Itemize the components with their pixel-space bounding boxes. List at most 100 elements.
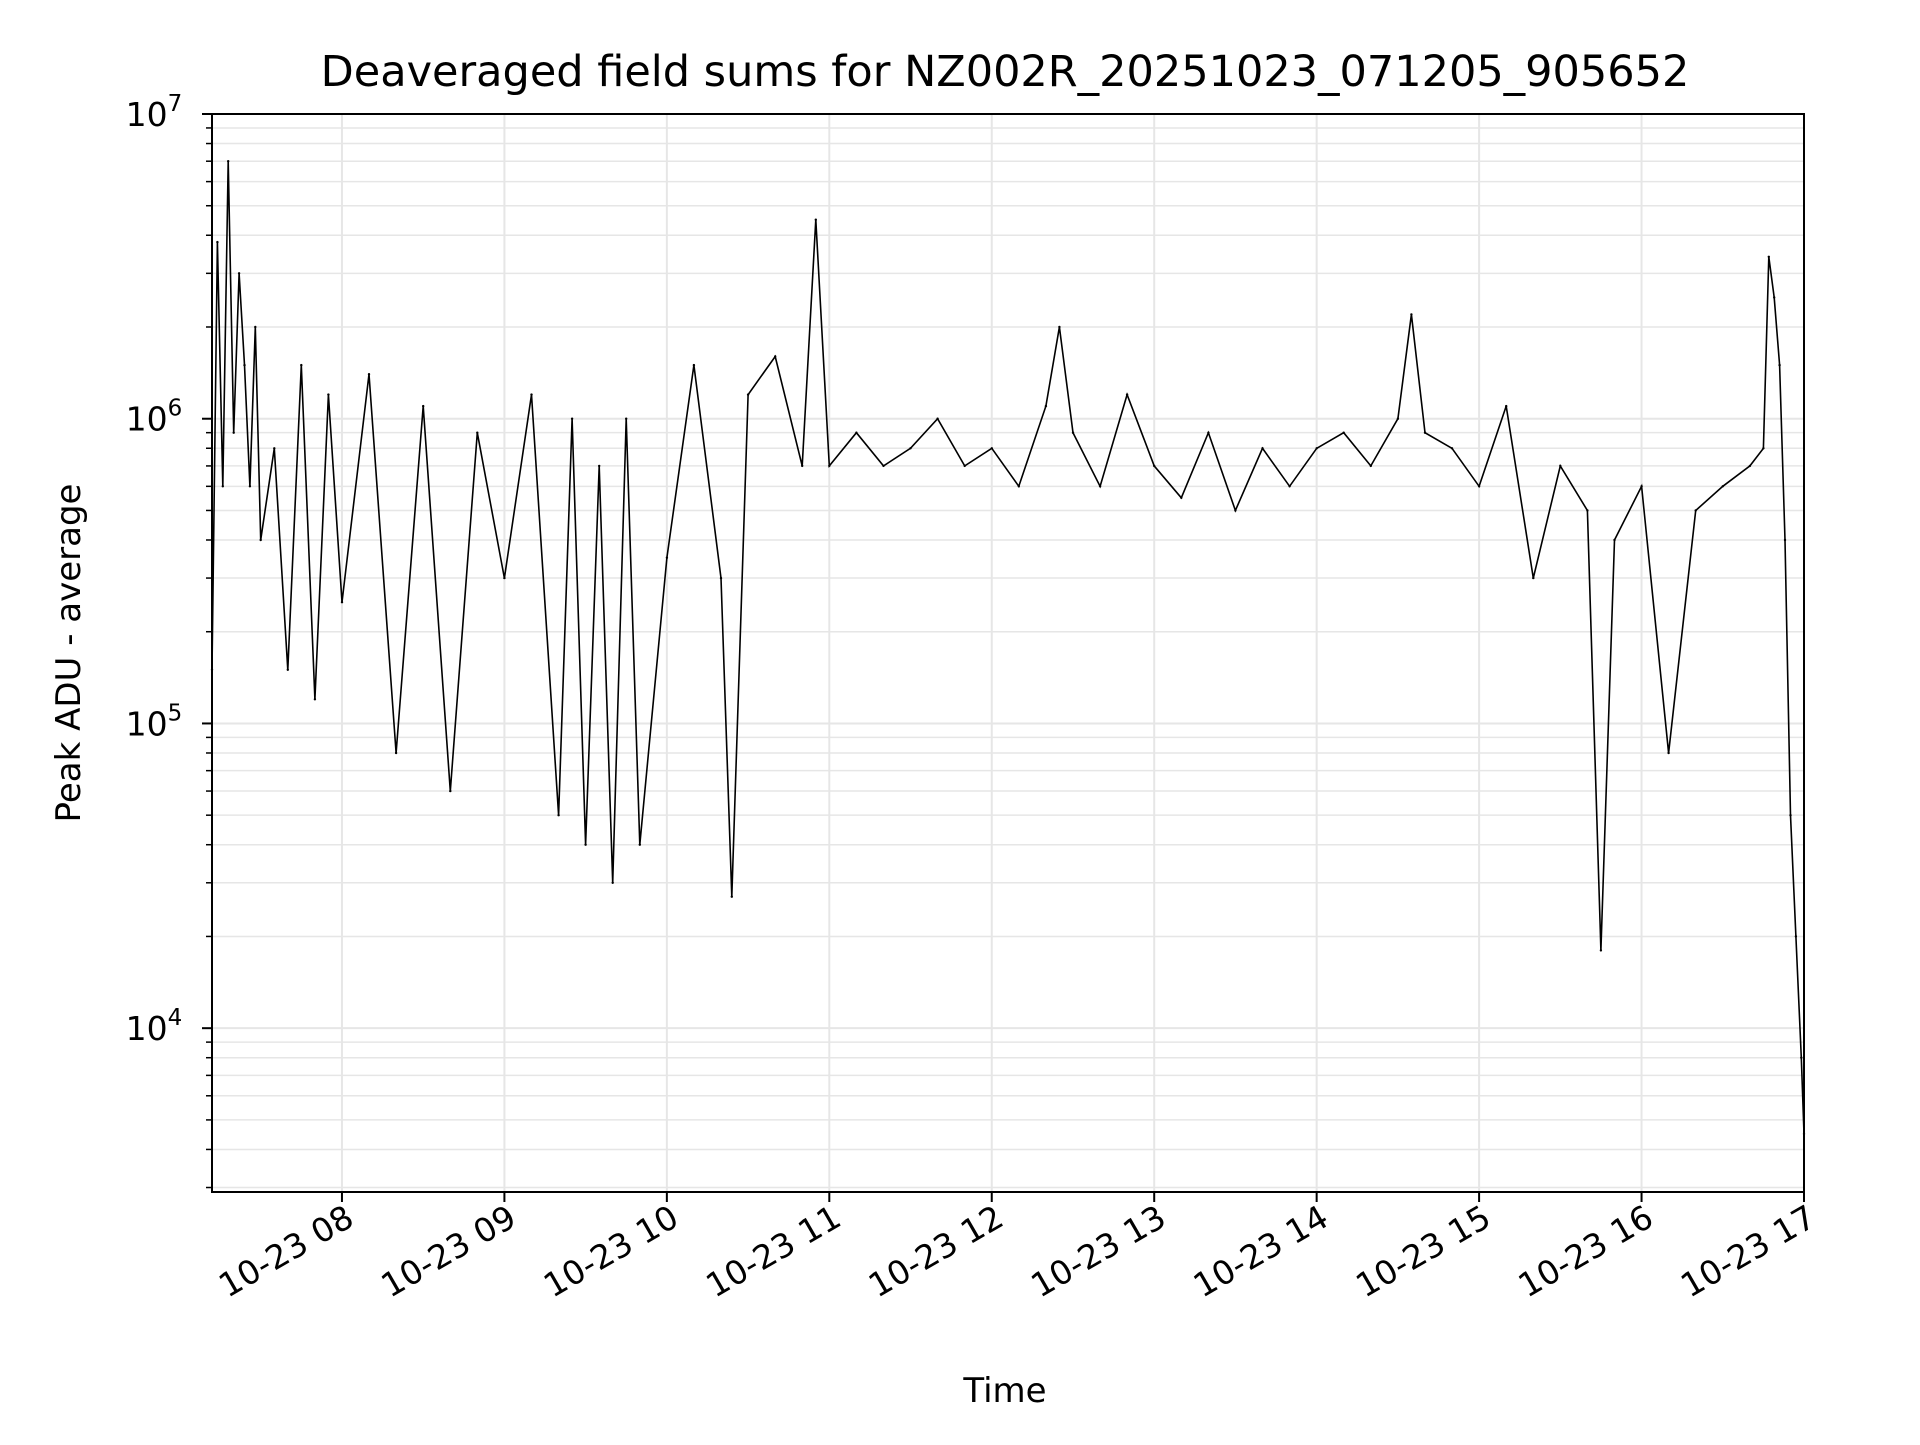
data-point <box>774 355 777 358</box>
data-point <box>638 843 641 846</box>
plot-frame <box>211 113 1805 1193</box>
data-point <box>221 485 224 488</box>
data-point <box>243 363 246 367</box>
data-point <box>1599 949 1603 952</box>
data-point <box>1098 485 1102 488</box>
data-point <box>1017 485 1020 488</box>
data-point <box>1288 485 1291 488</box>
data-point <box>828 464 831 468</box>
data-point <box>1794 935 1798 938</box>
data-point <box>746 393 750 396</box>
data-point <box>1778 363 1781 367</box>
data-point <box>232 431 235 434</box>
data-point <box>801 464 804 468</box>
y-tick-exponent: 6 <box>168 396 183 422</box>
data-point <box>730 895 733 898</box>
data-point <box>1044 404 1048 408</box>
data-point <box>1800 1056 1803 1059</box>
data-point <box>1234 509 1237 512</box>
data-point <box>1369 464 1373 468</box>
y-tick-base: 10 <box>126 704 168 743</box>
y-tick-base: 10 <box>126 400 168 439</box>
data-point <box>1207 431 1210 434</box>
chart-title: Deaveraged field sums for NZ002R_2025102… <box>321 47 1690 97</box>
data-point <box>625 417 628 420</box>
data-point <box>1261 447 1264 450</box>
data-point <box>557 814 560 817</box>
data-point <box>273 447 276 450</box>
data-point <box>692 363 696 367</box>
data-point <box>1410 313 1413 316</box>
data-point <box>254 325 257 329</box>
data-point <box>814 218 817 221</box>
y-tick-exponent: 5 <box>168 700 183 726</box>
data-point <box>1315 447 1318 450</box>
data-point <box>1396 417 1400 420</box>
data-point <box>1721 485 1725 488</box>
y-tick-label: 105 <box>126 700 183 743</box>
data-point <box>1667 751 1670 755</box>
y-tick-label: 107 <box>126 91 183 134</box>
data-point <box>530 393 533 396</box>
data-point <box>570 417 574 420</box>
data-point <box>1342 431 1345 434</box>
series-layer <box>210 160 1806 1136</box>
data-point <box>237 272 241 275</box>
data-point <box>1477 485 1481 488</box>
data-point <box>422 404 425 408</box>
data-point <box>1748 464 1752 468</box>
data-point <box>1762 447 1765 450</box>
data-point <box>990 447 993 450</box>
data-point <box>909 447 912 450</box>
y-tick-base: 10 <box>126 1009 168 1048</box>
data-point <box>1423 431 1427 434</box>
data-point <box>449 789 452 793</box>
data-point <box>611 881 614 884</box>
data-point <box>286 668 289 671</box>
data-point <box>340 601 344 604</box>
data-point <box>882 464 885 468</box>
data-point <box>300 363 303 367</box>
data-point <box>259 538 262 542</box>
data-point <box>1071 431 1075 434</box>
data-point <box>1450 447 1454 450</box>
data-point <box>1153 464 1156 468</box>
data-point <box>1694 509 1697 512</box>
data-point <box>1640 485 1643 488</box>
data-point <box>1125 393 1129 396</box>
data-point <box>665 556 669 559</box>
data-point <box>367 373 371 376</box>
data-point <box>327 393 330 396</box>
data-point <box>1773 296 1776 299</box>
data-point <box>1789 814 1792 817</box>
x-axis-label: Time <box>962 1371 1046 1411</box>
data-point <box>963 464 966 468</box>
data-point <box>1505 404 1508 408</box>
data-point <box>1613 538 1616 542</box>
y-tick-label: 106 <box>126 396 183 439</box>
data-point <box>1767 255 1771 258</box>
data-point <box>476 431 479 434</box>
data-point <box>598 464 601 468</box>
data-point <box>503 576 506 580</box>
data-point <box>248 485 252 488</box>
data-point <box>936 417 939 420</box>
data-point <box>1180 496 1183 499</box>
y-tick-exponent: 7 <box>168 91 183 117</box>
data-point <box>394 751 398 755</box>
y-tick-base: 10 <box>126 95 168 134</box>
data-point <box>1058 325 1061 329</box>
data-point <box>216 240 219 244</box>
data-point <box>227 160 230 163</box>
data-point <box>1559 464 1562 468</box>
y-tick-exponent: 4 <box>168 1005 183 1031</box>
y-tick-label: 104 <box>126 1005 183 1048</box>
y-axis-label: Peak ADU - average <box>49 484 89 823</box>
data-point <box>1586 509 1589 512</box>
data-point <box>1783 538 1787 542</box>
data-point <box>1532 576 1535 580</box>
